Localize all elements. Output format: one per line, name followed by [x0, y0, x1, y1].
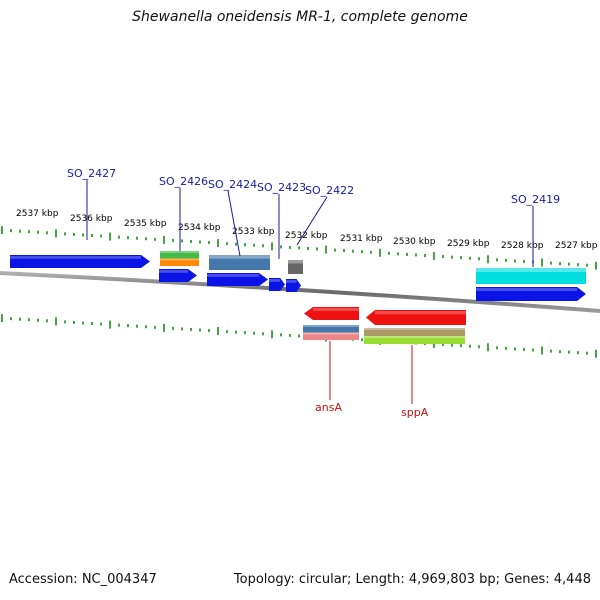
position-label: 2536 kbp [70, 214, 113, 224]
feature-block [303, 332, 359, 340]
topology-text: Topology: circular; Length: 4,969,803 bp… [233, 572, 591, 587]
map-title: Shewanella oneidensis MR-1, complete gen… [132, 9, 468, 25]
feature-highlight [288, 260, 303, 264]
gene-label: SO_2422 [305, 184, 354, 197]
feature-highlight [364, 336, 465, 338]
backbone-layer [0, 271, 600, 313]
forward-cds-arrow [10, 255, 150, 268]
feature-highlight [160, 258, 199, 261]
feature-layer [10, 251, 586, 344]
reverse-cds-arrow [366, 310, 466, 325]
feature-block [160, 251, 199, 259]
forward-cds-arrow [286, 279, 301, 292]
backbone-arc [0, 271, 600, 313]
feature-highlight [160, 251, 199, 253]
feature-block [364, 336, 465, 344]
forward-cds-arrow [476, 287, 586, 301]
forward-cds-arrow-shine [10, 256, 141, 259]
forward-cds-arrow [269, 278, 285, 291]
tick-layer [1, 226, 597, 358]
position-label: 2531 kbp [340, 234, 383, 244]
position-label: 2527 kbp [555, 241, 598, 251]
feature-highlight [209, 255, 270, 259]
gene-label: SO_2426 [159, 175, 208, 188]
position-label: 2529 kbp [447, 239, 490, 249]
feature-highlight [364, 328, 465, 330]
gene-label: sppA [401, 406, 429, 419]
gene-leader-line [296, 196, 328, 246]
position-label: 2534 kbp [178, 223, 221, 233]
forward-cds-arrow-shine [286, 280, 297, 283]
feature-block [303, 325, 359, 333]
forward-cds-arrow [207, 273, 268, 286]
feature-highlight [303, 332, 359, 335]
forward-cds-arrow-shine [476, 288, 577, 292]
forward-cds-arrow-shine [269, 279, 281, 282]
position-label: 2533 kbp [232, 227, 275, 237]
reverse-cds-arrow [304, 307, 359, 320]
feature-highlight [303, 325, 359, 327]
gene-label: SO_2424 [208, 178, 257, 191]
feature-block [364, 328, 465, 336]
feature-block [209, 255, 270, 270]
gene-label: SO_2427 [67, 167, 116, 180]
position-label: 2532 kbp [285, 231, 328, 241]
gene-label: SO_2419 [511, 193, 560, 206]
reverse-cds-arrow-shine [375, 311, 466, 315]
gene-label: SO_2423 [257, 181, 306, 194]
position-label: 2530 kbp [393, 237, 436, 247]
feature-highlight [476, 268, 586, 272]
position-label: 2537 kbp [16, 209, 59, 219]
gene-leader-line [227, 190, 241, 257]
forward-cds-arrow [159, 269, 197, 282]
label-layer: 2537 kbp 2536 kbp 2535 kbp 2534 kbp 2533 kbp… [16, 167, 598, 419]
feature-block [476, 268, 586, 284]
feature-block [288, 260, 303, 274]
position-label: 2528 kbp [501, 241, 544, 251]
forward-cds-arrow-shine [207, 274, 259, 277]
feature-block [160, 258, 199, 266]
accession-text: Accession: NC_004347 [9, 572, 157, 587]
gene-label: ansA [315, 401, 342, 414]
position-label: 2535 kbp [124, 219, 167, 229]
forward-cds-arrow-shine [159, 270, 188, 273]
reverse-cds-arrow-shine [313, 308, 359, 311]
